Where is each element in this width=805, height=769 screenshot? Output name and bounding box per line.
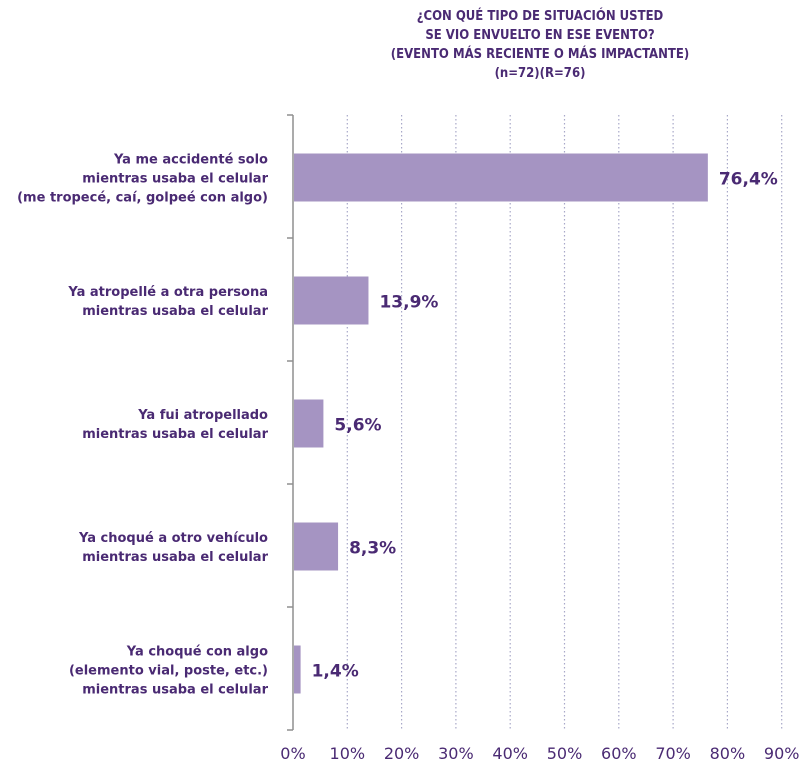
value-label-0: 76,4% xyxy=(719,170,778,190)
x-tick-label-30: 30% xyxy=(438,744,474,763)
category-label-2-line-1: mientras usaba el celular xyxy=(82,427,268,442)
category-label-0-line-0: Ya me accidenté solo xyxy=(113,153,268,168)
category-label-1-line-0: Ya atropellé a otra persona xyxy=(67,285,268,300)
x-tick-label-0: 0% xyxy=(280,744,305,763)
bar-4 xyxy=(294,645,301,694)
chart-title-line-3: (EVENTO MÁS RECIENTE O MÁS IMPACTANTE) xyxy=(390,47,690,62)
x-tick-label-90: 90% xyxy=(764,744,800,763)
gridlines xyxy=(346,115,783,730)
value-label-1: 13,9% xyxy=(379,293,438,313)
chart-title-line-2: SE VIO ENVUELTO EN ESE EVENTO? xyxy=(425,28,655,43)
x-tick-label-10: 10% xyxy=(330,744,366,763)
category-label-4-line-2: mientras usaba el celular xyxy=(82,683,268,698)
category-label-2-line-0: Ya fui atropellado xyxy=(137,408,268,423)
category-label-3-line-0: Ya choqué a otro vehículo xyxy=(78,531,268,546)
category-label-0-line-1: mientras usaba el celular xyxy=(82,172,268,187)
category-label-4-line-1: (elemento vial, poste, etc.) xyxy=(69,664,268,679)
x-tick-labels: 0% 10% 20% 30% 40% 50% 60% 70% 80% 90% xyxy=(280,744,799,763)
x-tick-label-70: 70% xyxy=(655,744,691,763)
category-labels: Ya me accidenté solo mientras usaba el ce… xyxy=(17,153,268,698)
x-tick-label-60: 60% xyxy=(601,744,637,763)
bars xyxy=(294,153,708,694)
x-tick-label-80: 80% xyxy=(710,744,746,763)
bar-0 xyxy=(294,153,708,202)
category-label-0-line-2: (me tropecé, caí, golpeé con algo) xyxy=(17,191,268,206)
value-labels: 76,4% 13,9% 5,6% 8,3% 1,4% xyxy=(312,170,778,682)
bar-1 xyxy=(294,276,369,325)
chart-title-line-4: (n=72)(R=76) xyxy=(494,66,586,81)
axes xyxy=(287,114,294,731)
x-tick-label-20: 20% xyxy=(384,744,420,763)
value-label-2: 5,6% xyxy=(334,416,381,436)
bar-3 xyxy=(294,522,339,571)
category-label-1-line-1: mientras usaba el celular xyxy=(82,304,268,319)
value-label-4: 1,4% xyxy=(312,662,359,682)
value-label-3: 8,3% xyxy=(349,539,396,559)
category-label-4-line-0: Ya choqué con algo xyxy=(126,645,268,660)
x-tick-label-50: 50% xyxy=(547,744,583,763)
chart-title-line-1: ¿CON QUÉ TIPO DE SITUACIÓN USTED xyxy=(416,9,664,24)
x-tick-label-40: 40% xyxy=(492,744,528,763)
category-label-3-line-1: mientras usaba el celular xyxy=(82,550,268,565)
bar-2 xyxy=(294,399,324,448)
